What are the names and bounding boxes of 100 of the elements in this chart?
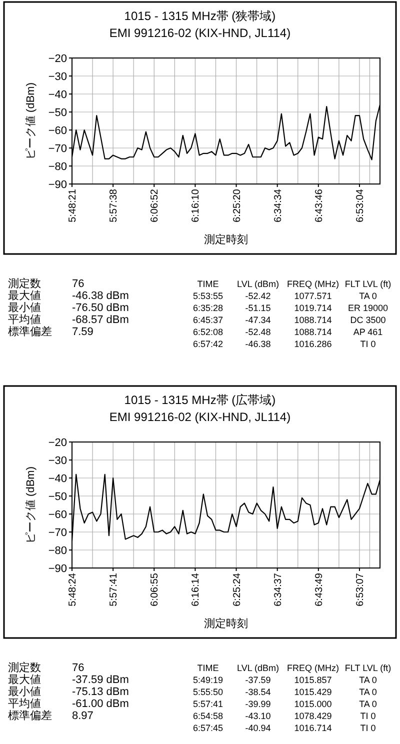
x-tick-label: 6:16:10: [190, 188, 202, 222]
text: 6:57:42: [192, 339, 224, 349]
text: -47.34: [245, 315, 271, 325]
text: 標準偏差: [8, 710, 52, 722]
x-tick-label: 5:48:21: [68, 188, 78, 222]
text: -39.99: [245, 699, 271, 709]
text: FLT LVL (ft): [344, 279, 392, 289]
x-tick-label: 6:06:55: [150, 572, 161, 606]
y-tick-label: −90: [48, 563, 67, 575]
text: -76.50 dBm: [72, 302, 129, 314]
text: -37.59 dBm: [72, 674, 129, 686]
y-tick-label: −80: [48, 161, 67, 173]
text: 1015.857: [294, 675, 332, 685]
text: -40.94: [245, 723, 271, 733]
text: -43.10: [245, 711, 271, 721]
y-tick-label: −60: [48, 509, 67, 521]
y-axis-title: ピーク値 (dBm): [25, 466, 37, 544]
x-tick-label: 6:43:46: [314, 188, 325, 222]
text: TIME: [197, 279, 219, 289]
text: TIME: [197, 663, 219, 673]
y-tick-label: −50: [48, 491, 67, 503]
text: -52.42: [245, 291, 271, 301]
y-tick-label: −70: [48, 143, 67, 155]
text: 5:55:50: [192, 687, 224, 697]
text: 平均値: [8, 698, 41, 710]
text: -46.38 dBm: [72, 290, 129, 302]
y-tick-label: −40: [48, 89, 67, 101]
text: FLT LVL (ft): [344, 663, 392, 673]
text: FREQ (MHz): [287, 663, 339, 673]
text: -46.38: [245, 339, 271, 349]
text: 最小値: [8, 685, 41, 698]
text: 1088.714: [294, 315, 332, 325]
text: TA 0: [359, 687, 377, 697]
x-tick-label: 6:53:04: [354, 188, 366, 222]
x-tick-label: 6:16:14: [190, 572, 202, 606]
text: 1016.714: [294, 723, 332, 733]
text: DC 3500: [350, 315, 386, 325]
y-tick-label: −30: [48, 455, 67, 467]
text: 6:57:45: [192, 723, 224, 733]
text: -68.57 dBm: [72, 314, 129, 326]
text: LVL (dBm): [236, 663, 280, 673]
y-tick-label: −20: [48, 437, 67, 449]
text: TA 0: [359, 291, 377, 301]
text: 1077.571: [294, 291, 332, 301]
text: 6:35:28: [192, 303, 224, 313]
text: TI 0: [360, 723, 376, 733]
text: 5:57:41: [192, 699, 224, 709]
y-tick-label: −50: [48, 107, 67, 119]
y-tick-label: −30: [48, 71, 67, 83]
x-axis-title: 測定時刻: [204, 233, 248, 246]
y-tick-label: −20: [48, 53, 67, 65]
text: 最大値: [8, 289, 41, 302]
text: TI 0: [360, 339, 376, 349]
text: -75.13 dBm: [72, 686, 129, 698]
chart-subtitle: EMI 991216-02 (KIX-HND, JL114): [109, 26, 291, 40]
y-tick-label: −60: [48, 125, 67, 137]
text: 最小値: [8, 301, 41, 314]
text: -51.15: [245, 303, 271, 313]
text: LVL (dBm): [236, 279, 280, 289]
text: 1016.286: [294, 339, 332, 349]
y-axis-title: ピーク値 (dBm): [25, 82, 37, 160]
y-tick-label: −90: [48, 179, 67, 191]
y-tick-label: −70: [48, 527, 67, 539]
y-tick-label: −40: [48, 473, 67, 485]
text: -38.54: [245, 687, 271, 697]
text: 平均値: [8, 314, 41, 326]
x-tick-label: 6:25:20: [232, 188, 243, 222]
text: TI 0: [360, 711, 376, 721]
text: 測定数: [8, 661, 41, 674]
text: 6:52:08: [192, 327, 224, 337]
chart-subtitle: EMI 991216-02 (KIX-HND, JL114): [109, 410, 291, 424]
text: 6:54:58: [192, 711, 224, 721]
text: -61.00 dBm: [72, 698, 129, 710]
text: 76: [72, 662, 84, 674]
text: 1019.714: [294, 303, 332, 313]
text: 5:49:19: [192, 675, 224, 685]
x-tick-label: 6:53:07: [354, 572, 366, 606]
x-tick-label: 5:57:41: [108, 572, 120, 606]
text: 最大値: [8, 673, 41, 686]
x-tick-label: 5:48:24: [68, 572, 78, 606]
text: 6:45:37: [192, 315, 224, 325]
text: AP 461: [353, 327, 383, 337]
text: -37.59: [245, 675, 271, 685]
text: TA 0: [359, 675, 377, 685]
x-tick-label: 6:43:49: [314, 572, 325, 606]
chart-title: 1015 - 1315 MHz帯 (広帯域): [124, 393, 276, 407]
x-tick-label: 6:06:52: [150, 188, 161, 222]
text: 測定数: [8, 277, 41, 290]
text: 8.97: [72, 710, 94, 722]
chart-title: 1015 - 1315 MHz帯 (狭帯域): [124, 9, 276, 23]
text: 1078.429: [294, 711, 332, 721]
text: TA 0: [359, 699, 377, 709]
text: 5:53:55: [192, 291, 224, 301]
x-tick-label: 6:34:34: [272, 188, 284, 222]
text: 1015.429: [294, 687, 332, 697]
text: 76: [72, 278, 84, 290]
text: FREQ (MHz): [287, 279, 339, 289]
x-axis-title: 測定時刻: [204, 617, 248, 630]
text: 標準偏差: [8, 326, 52, 338]
text: ER 19000: [348, 303, 388, 313]
